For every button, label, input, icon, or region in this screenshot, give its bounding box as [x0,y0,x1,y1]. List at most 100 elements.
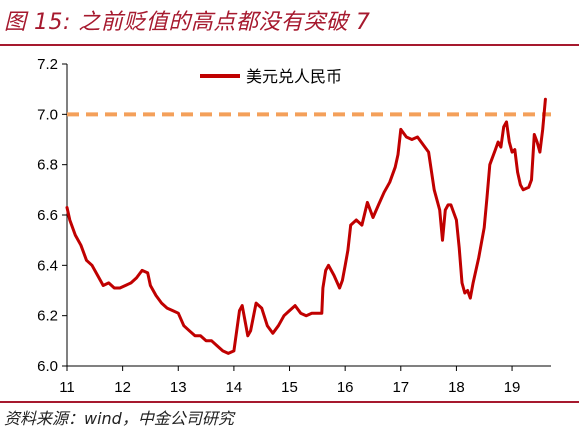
usdcny-data-point [458,246,461,249]
usdcny-data-point [382,191,386,194]
usdcny-data-point [227,352,230,355]
usdcny-data-point [210,339,213,343]
usdcny-data-point [355,218,358,222]
usdcny-data-point [146,271,149,275]
usdcny-data-point [505,120,508,124]
usdcny-data-point [441,238,444,242]
usdcny-data-point [135,276,138,280]
usdcny-data-point [508,140,511,144]
usdcny-data-point [266,324,269,327]
usdcny-data-point [399,128,402,131]
usdcny-data-point [455,218,458,222]
usdcny-data-point [293,304,297,307]
y-axis-ticks: 6.0 6.2 6.4 6.6 6.8 7.0 7.2 [37,56,67,375]
usdcny-data-point [502,125,505,129]
usdcny-data-point [494,148,497,151]
usdcny-data-point [221,349,224,353]
usdcny-data-point [446,203,450,207]
usdcny-data-point [246,334,250,337]
usdcny-data-point [90,264,94,267]
usdcny-data-point [349,223,352,227]
usdcny-data-point [199,334,202,337]
usdcny-data-point [282,314,286,317]
chart-series [65,97,547,355]
x-axis-ticks: 11 12 13 14 15 16 17 18 19 [59,366,520,396]
usdcny-data-point [427,150,430,154]
usdcny-data-point [516,171,519,174]
usdcny-data-point [327,264,330,267]
usdcny-data-point [471,281,475,285]
y-tick-label: 7.2 [37,56,58,73]
usdcny-data-point [343,264,347,267]
figure-title: 图 15: 之前贬值的高点都没有突破 7 [4,10,371,35]
usdcny-data-point [85,259,88,262]
usdcny-data-point [332,274,336,277]
usdcny-data-point [249,329,252,332]
usdcny-data-point [449,203,453,207]
legend-label: 美元兑人民币 [246,67,342,86]
usdcny-data-point [421,143,425,146]
usdcny-data-point [160,301,163,305]
usdcny-data-point [510,150,514,154]
usdcny-data-point [277,324,280,327]
usdcny-data-point [388,181,391,184]
usdcny-data-point [485,196,489,199]
usdcny-data-point [79,244,83,247]
usdcny-data-point [107,281,110,285]
usdcny-data-point [410,138,414,141]
usdcny-data-point [394,165,397,169]
usdcny-data-point [477,256,480,259]
usdcny-data-point [310,311,313,315]
chart-axes [66,64,551,367]
source-divider [0,401,579,403]
usdcny-data-point [124,284,127,287]
usdcny-data-point [193,334,197,337]
usdcny-data-point [496,140,500,144]
usdcny-data-point [466,289,469,292]
x-tick-label: 16 [337,379,354,396]
y-tick-label: 6.6 [37,207,58,224]
y-tick-label: 6.4 [37,257,58,274]
usdcny-data-point [171,309,174,312]
usdcny-data-point [521,188,525,192]
usdcny-data-point [396,153,400,156]
usdcny-data-point [513,148,517,151]
usdcny-data-point [129,281,133,285]
usdcny-data-point [360,223,364,227]
usdcny-data-point [488,163,492,166]
usdcny-data-point [235,329,238,332]
y-tick-label: 6.2 [37,308,58,325]
usdcny-data-point [519,183,522,186]
usdcny-data-point [538,150,542,154]
usdcny-data-point [432,188,436,192]
y-tick-label: 6.8 [37,157,58,174]
usdcny-data-point [299,311,302,315]
usdcny-data-point [366,201,369,204]
usdcny-data-point [254,301,258,305]
usdcny-data-point [416,135,419,139]
usdcny-data-point [533,133,536,136]
usdcny-data-point [113,286,116,290]
chart-legend: 美元兑人民币 [200,67,342,86]
usdcny-data-point [346,249,350,252]
usdcny-data-point [118,286,122,290]
usdcny-data-point [541,128,544,131]
usdcny-data-point [271,332,275,335]
usdcny-data-point [405,135,408,139]
usdcny-data-point [260,306,263,310]
x-tick-label: 15 [281,379,298,396]
usdcny-data-point [68,218,71,222]
usdcny-data-point [324,269,327,272]
usdcny-data-point [204,339,208,343]
title-divider [0,44,579,46]
usdcny-data-point [232,349,236,353]
usdcny-series-line [65,97,547,355]
usdcny-data-point [188,329,191,332]
usdcny-data-point [288,309,291,312]
usdcny-data-point [238,309,241,312]
usdcny-data-point [149,284,152,287]
usdcny-data-point [216,344,219,348]
usdcny-data-point [444,208,447,212]
usdcny-data-point [305,314,308,317]
source-note: 资料来源：wind，中金公司研究 [4,409,234,428]
